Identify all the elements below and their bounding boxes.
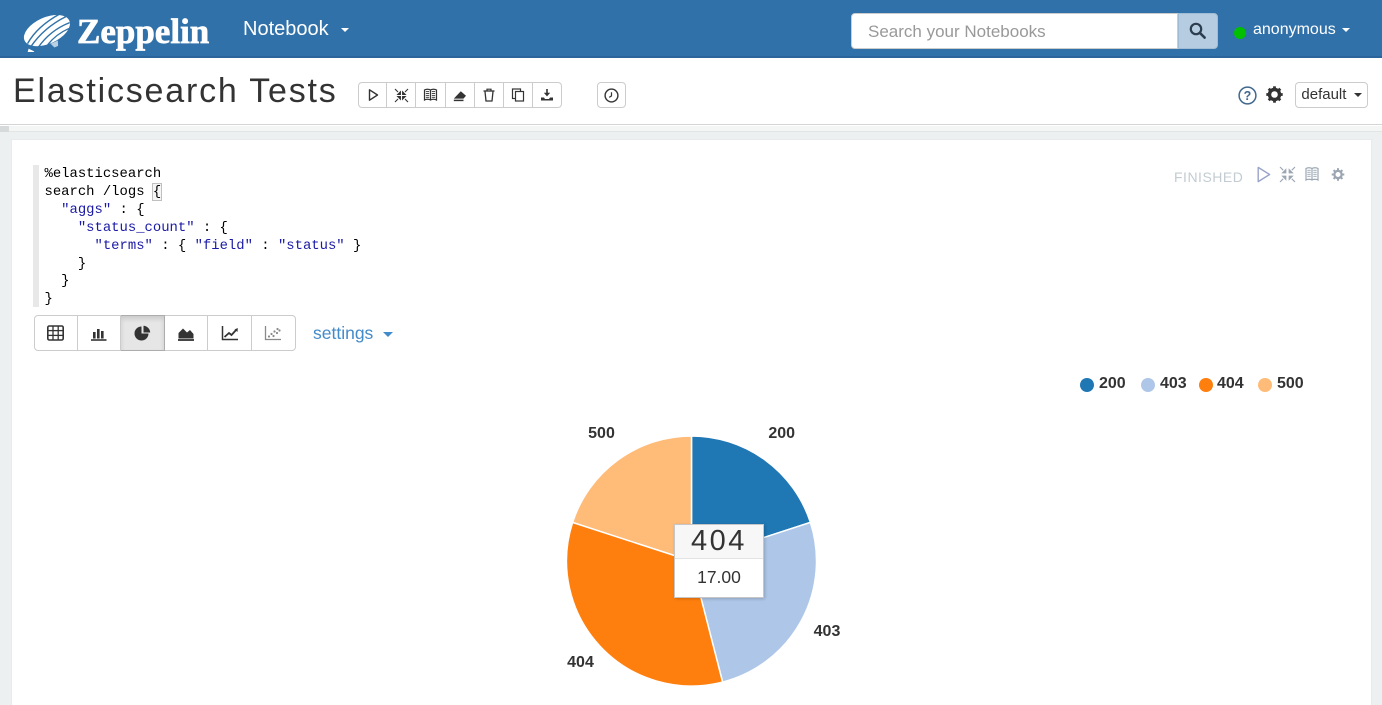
svg-text:?: ? (1244, 89, 1252, 103)
